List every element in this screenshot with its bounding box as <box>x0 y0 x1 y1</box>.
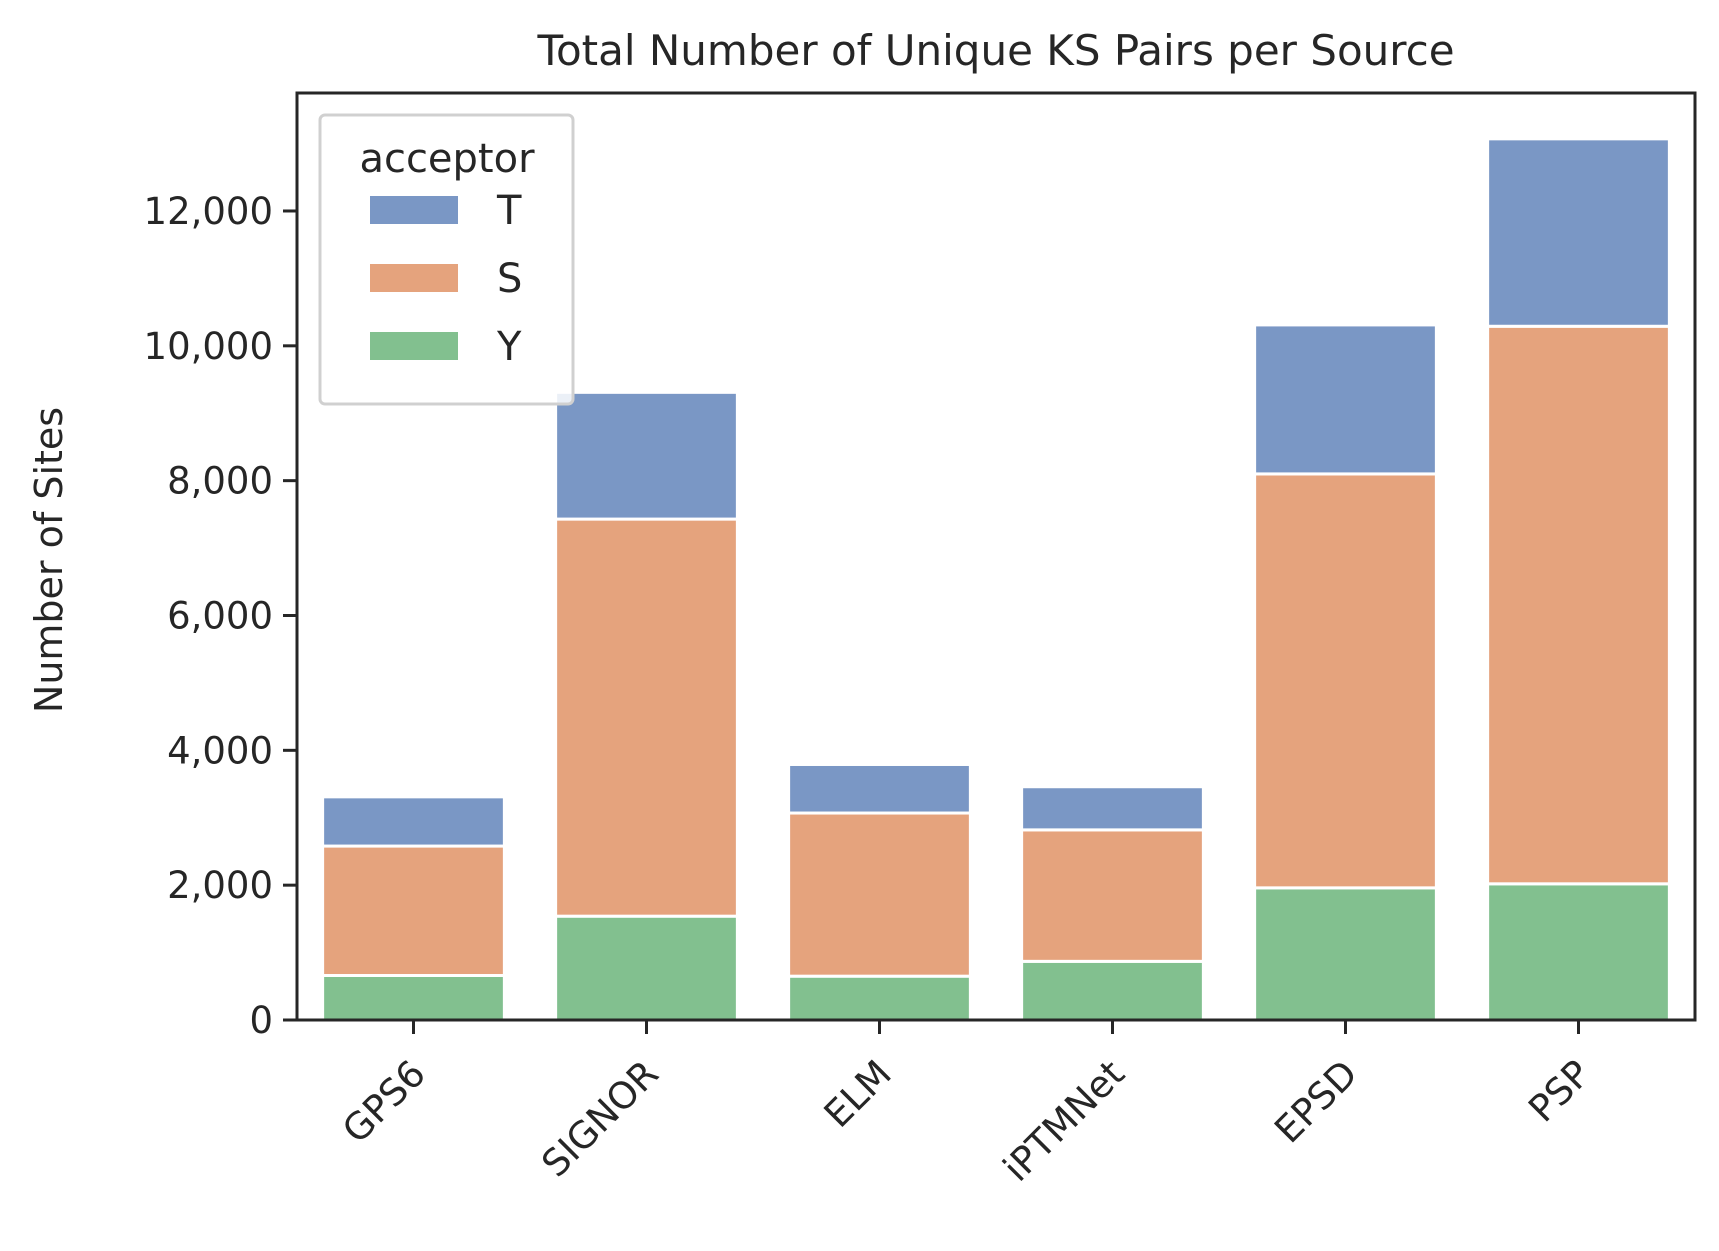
legend-swatch-Y <box>370 332 458 360</box>
bar-EPSD-Y <box>1253 886 1438 1022</box>
y-tick-label: 12,000 <box>144 190 273 233</box>
x-tick-label: EPSD <box>1266 1052 1365 1151</box>
legend-box <box>318 113 575 406</box>
legend-label-S: S <box>497 256 522 302</box>
x-tick-label: GPS6 <box>334 1052 434 1152</box>
y-tick-label: 0 <box>249 999 273 1042</box>
y-tick-label: 6,000 <box>167 594 273 637</box>
legend-items: TSY <box>370 188 522 370</box>
bar-PSP-T <box>1486 137 1671 328</box>
x-tick-label: PSP <box>1520 1052 1599 1131</box>
bars-layer <box>321 137 1671 1022</box>
legend-title: acceptor <box>359 136 535 182</box>
y-axis-ticks: 0 2,000 4,000 6,000 8,000 10,000 12,000 <box>144 190 297 1042</box>
bar-GPS6-Y <box>321 974 506 1022</box>
bar-PSP-S <box>1486 324 1671 886</box>
chart-title: Total Number of Unique KS Pairs per Sour… <box>536 26 1454 75</box>
bar-iPTMNet-Y <box>1020 959 1205 1022</box>
y-tick-label: 2,000 <box>167 864 273 907</box>
bar-EPSD-S <box>1253 472 1438 890</box>
y-axis-label: Number of Sites <box>27 407 71 713</box>
y-tick-label: 10,000 <box>144 325 273 368</box>
legend-swatch-T <box>370 196 458 224</box>
bar-iPTMNet-S <box>1020 828 1205 963</box>
legend-label-T: T <box>496 188 522 234</box>
bar-ELM-S <box>787 811 972 978</box>
bar-PSP-Y <box>1486 882 1671 1022</box>
bar-GPS6-S <box>321 844 506 978</box>
plot-frame <box>295 91 1697 1022</box>
bar-SIGNOR-T <box>554 390 739 521</box>
x-axis-ticks: GPS6 SIGNOR ELM iPTMNet EPSD PSP <box>334 1020 1599 1190</box>
y-tick-label: 8,000 <box>167 460 273 503</box>
bar-iPTMNet-T <box>1020 785 1205 832</box>
bar-ELM-Y <box>787 974 972 1022</box>
x-tick-label: SIGNOR <box>534 1052 667 1185</box>
bar-EPSD-T <box>1253 323 1438 476</box>
x-tick-label: ELM <box>816 1052 900 1136</box>
y-tick-label: 4,000 <box>167 729 273 772</box>
bar-ELM-T <box>787 762 972 815</box>
bar-GPS6-T <box>321 795 506 848</box>
x-tick-label: iPTMNet <box>995 1052 1133 1190</box>
bar-SIGNOR-Y <box>554 914 739 1022</box>
legend-label-Y: Y <box>496 324 522 370</box>
bar-SIGNOR-S <box>554 517 739 918</box>
legend-swatch-S <box>370 264 458 292</box>
legend: acceptor TSY <box>318 113 575 406</box>
